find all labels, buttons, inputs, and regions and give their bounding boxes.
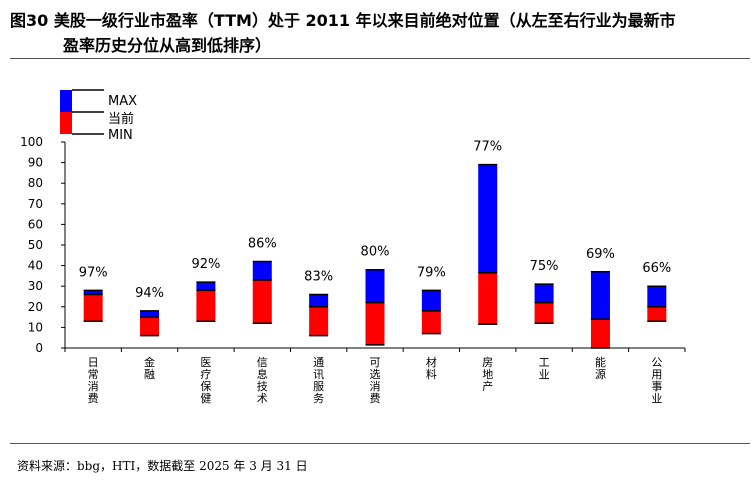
x-tick-label: 术 (257, 392, 268, 405)
percentile-label: 69% (586, 247, 615, 262)
x-tick-label: 健 (200, 392, 211, 405)
bar-current-segment (478, 272, 498, 325)
bar-max-segment (83, 290, 103, 295)
x-tick-label: 息 (257, 367, 268, 381)
bar-max-segment (365, 269, 385, 303)
bar-current-segment (534, 302, 554, 324)
bar-current-segment (252, 280, 272, 324)
bar-current-segment (647, 306, 667, 322)
x-tick-label: 可 (370, 356, 381, 369)
legend-current-swatch (60, 112, 72, 134)
x-tick-label: 融 (144, 368, 155, 381)
x-tick-label: 事 (651, 380, 662, 393)
bar-current-segment (140, 317, 160, 336)
x-tick-label: 费 (370, 392, 381, 405)
legend-min-label: MIN (108, 128, 133, 143)
x-tick-label: 信 (257, 356, 268, 369)
x-tick-label: 务 (313, 392, 324, 405)
bar-current-segment (309, 306, 329, 336)
x-tick-label: 医 (200, 356, 211, 369)
x-tick-label: 消 (88, 379, 99, 393)
x-tick-label: 能 (595, 355, 606, 369)
y-tick-label: 100 (20, 135, 43, 149)
x-tick-label: 常 (88, 368, 99, 381)
x-tick-label: 服 (313, 380, 324, 393)
x-tick-label: 源 (595, 367, 606, 381)
y-tick-label: 70 (28, 197, 43, 211)
bar-max-segment (140, 310, 160, 318)
bar-max-segment (421, 290, 441, 311)
percentile-label: 83% (304, 269, 333, 284)
bar-max-segment (647, 286, 667, 307)
y-tick-label: 30 (28, 279, 43, 293)
x-tick-label: 疗 (200, 367, 211, 381)
x-tick-label: 地 (482, 368, 493, 381)
x-tick-label: 技 (257, 380, 268, 393)
y-tick-label: 10 (28, 320, 43, 334)
x-tick-label: 料 (426, 367, 437, 381)
x-tick-label: 日 (88, 356, 99, 369)
y-tick-label: 40 (28, 259, 43, 273)
bar-max-segment (196, 282, 216, 291)
figure-title: 图30 美股一级行业市盈率（TTM）处于 2011 年以来目前绝对位置（从左至右… (10, 8, 750, 58)
y-tick-label: 80 (28, 176, 43, 190)
percentile-label: 77% (473, 140, 502, 155)
legend-current-label: 当前 (108, 111, 134, 127)
y-tick-label: 60 (28, 217, 43, 231)
valuation-range-chart: 010203040506070809010097%日常消费94%金融92%医疗保… (20, 89, 686, 405)
figure-title-line2: 盈率历史分位从高到低排序） (63, 36, 272, 55)
bar-current-segment (421, 310, 441, 334)
legend-max-swatch (60, 90, 72, 112)
percentile-label: 86% (248, 236, 277, 251)
y-tick-label: 0 (35, 341, 43, 355)
x-tick-label: 用 (651, 368, 662, 381)
x-tick-label: 产 (482, 379, 493, 393)
bar-current-segment (365, 302, 385, 345)
bar-max-segment (590, 271, 610, 320)
x-tick-label: 费 (88, 392, 99, 405)
percentile-label: 97% (79, 265, 108, 280)
legend-max-label: MAX (108, 94, 137, 109)
bar-current-segment (590, 319, 610, 348)
x-tick-label: 通 (313, 356, 324, 369)
x-tick-label: 业 (651, 392, 662, 405)
bar-max-segment (252, 261, 272, 281)
percentile-label: 79% (417, 265, 446, 280)
x-tick-label: 讯 (313, 368, 324, 381)
bar-current-segment (196, 290, 216, 322)
percentile-label: 75% (530, 259, 559, 274)
x-tick-label: 业 (539, 368, 550, 381)
x-tick-label: 房 (482, 356, 493, 369)
percentile-label: 80% (361, 245, 390, 260)
source-note: 资料来源：bbg，HTI，数据截至 2025 年 3 月 31 日 (17, 459, 308, 473)
percentile-label: 94% (135, 286, 164, 301)
x-tick-label: 金 (144, 355, 155, 369)
bar-max-segment (478, 164, 498, 273)
x-tick-label: 消 (370, 379, 381, 393)
x-tick-label: 材 (426, 355, 437, 369)
bar-max-segment (309, 294, 329, 307)
percentile-label: 66% (642, 261, 671, 276)
y-tick-label: 50 (28, 238, 43, 252)
bar-current-segment (83, 294, 103, 322)
x-tick-label: 公 (651, 356, 662, 369)
y-tick-label: 90 (28, 156, 43, 170)
y-tick-label: 20 (28, 300, 43, 314)
x-tick-label: 保 (200, 379, 211, 393)
figure-title-line1: 图30 美股一级行业市盈率（TTM）处于 2011 年以来目前绝对位置（从左至右… (10, 11, 676, 30)
percentile-label: 92% (191, 257, 220, 272)
x-tick-label: 选 (370, 368, 381, 381)
bar-max-segment (534, 284, 554, 303)
title-divider (10, 58, 750, 59)
x-tick-label: 工 (539, 356, 550, 369)
source-divider (10, 443, 750, 444)
